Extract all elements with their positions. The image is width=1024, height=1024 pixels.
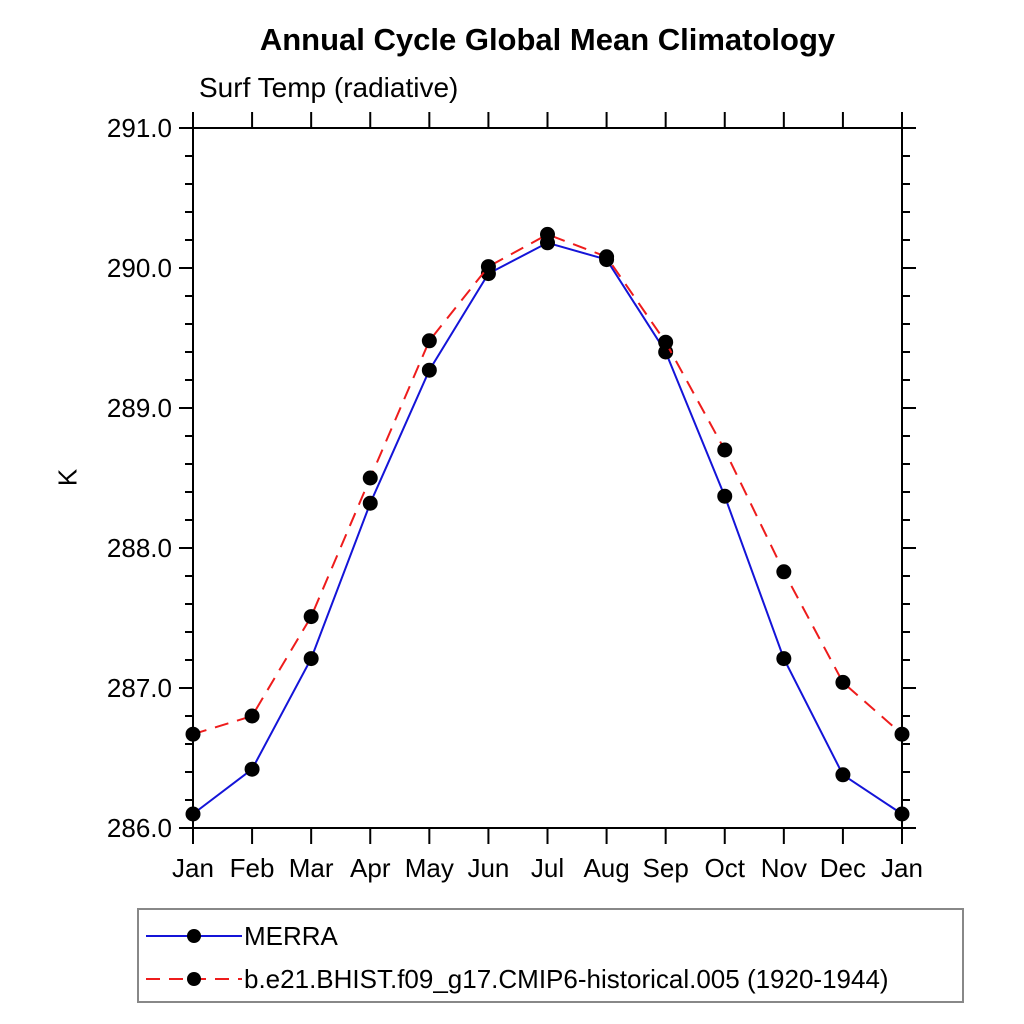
x-tick-label: May xyxy=(405,853,454,883)
data-point xyxy=(421,362,437,378)
x-tick-label: Oct xyxy=(705,853,746,883)
data-point xyxy=(776,564,792,580)
legend-label-merra: MERRA xyxy=(244,921,338,951)
legend-item-merra: MERRA xyxy=(144,921,338,951)
data-point xyxy=(835,674,851,690)
x-tick-label: Aug xyxy=(583,853,629,883)
data-point xyxy=(540,226,555,242)
x-tick-label: Jun xyxy=(467,853,509,883)
series-markers-1 xyxy=(185,226,910,742)
y-tick-label: 290.0 xyxy=(107,253,172,283)
data-point xyxy=(303,609,319,625)
x-tick-label: Mar xyxy=(289,853,334,883)
axis-tick-labels: 286.0 287.0 288.0 289.0 290.0 291.0 Jan Feb Mar A… xyxy=(107,113,923,883)
x-tick-label: Feb xyxy=(230,853,275,883)
data-point xyxy=(185,806,201,822)
legend-marker-icon xyxy=(187,929,201,943)
x-tick-label: Sep xyxy=(643,853,689,883)
y-tick-label: 287.0 xyxy=(107,673,172,703)
data-point xyxy=(480,259,496,275)
legend-label-model: b.e21.BHIST.f09_g17.CMIP6-historical.005… xyxy=(244,964,889,994)
x-tick-label: Apr xyxy=(350,853,391,883)
series-line-0 xyxy=(192,241,903,815)
data-point xyxy=(362,495,378,511)
legend-item-model: b.e21.BHIST.f09_g17.CMIP6-historical.005… xyxy=(144,964,889,994)
x-tick-label: Nov xyxy=(761,853,807,883)
chart-title: Annual Cycle Global Mean Climatology xyxy=(259,22,836,57)
data-point xyxy=(244,761,260,777)
data-point xyxy=(776,651,792,667)
data-point xyxy=(303,651,319,667)
x-tick-label: Jul xyxy=(531,853,564,883)
data-point xyxy=(244,708,260,724)
data-point xyxy=(894,726,910,742)
y-tick-label: 291.0 xyxy=(107,113,172,143)
x-tick-label: Jan xyxy=(172,853,214,883)
data-point xyxy=(835,767,851,783)
y-tick-label: 289.0 xyxy=(107,393,172,423)
chart-subtitle: Surf Temp (radiative) xyxy=(199,72,459,103)
legend-line-sample-dashed xyxy=(146,972,242,986)
legend: MERRA b.e21.BHIST.f09_g17.CMIP6-historic… xyxy=(137,908,964,1003)
data-point xyxy=(362,470,378,486)
data-point xyxy=(717,442,733,458)
data-point xyxy=(599,249,615,265)
series-line-1 xyxy=(192,233,903,736)
data-point xyxy=(717,488,733,504)
legend-line-sample-solid xyxy=(146,929,242,943)
series-markers-0 xyxy=(185,235,910,822)
x-tick-label: Jan xyxy=(881,853,923,883)
data-point xyxy=(658,334,674,350)
x-tick-label: Dec xyxy=(820,853,866,883)
axis-ticks xyxy=(179,112,916,844)
y-tick-label: 286.0 xyxy=(107,813,172,843)
legend-marker-icon xyxy=(187,972,201,986)
y-tick-label: 288.0 xyxy=(107,533,172,563)
data-point xyxy=(894,806,910,822)
data-point xyxy=(421,333,437,349)
data-point xyxy=(185,726,201,742)
